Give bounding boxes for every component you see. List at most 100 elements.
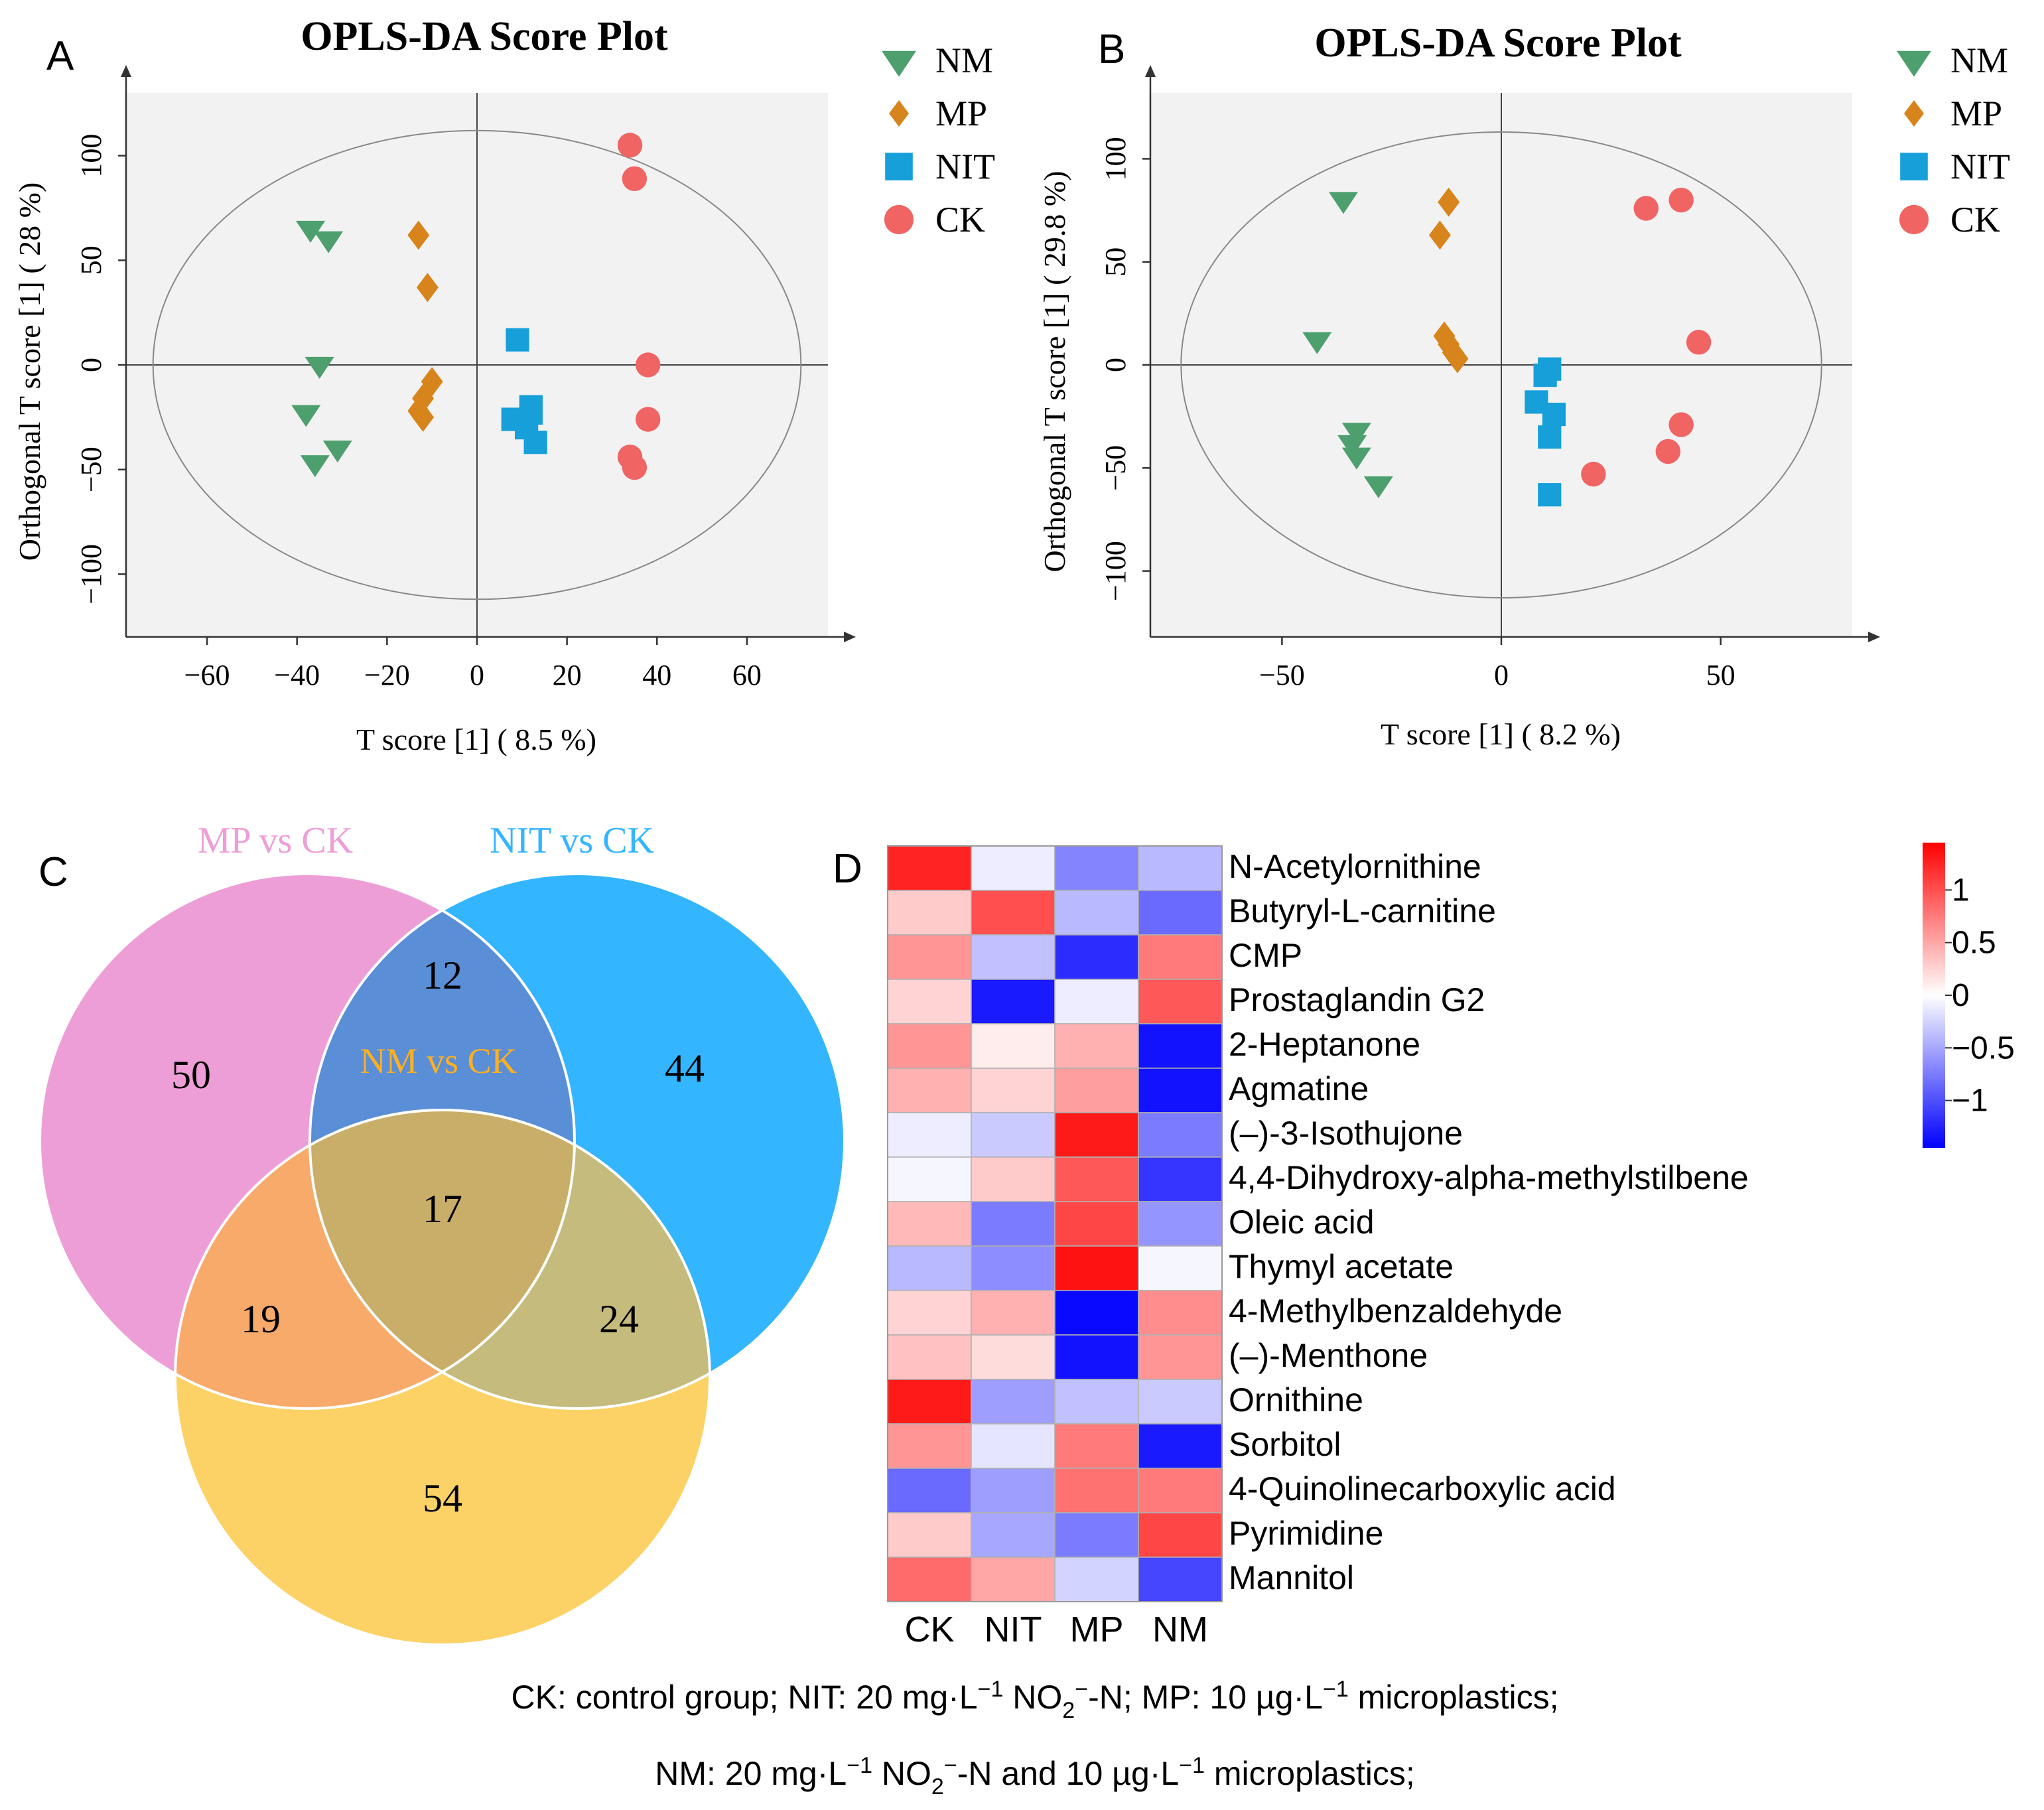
heatmap-cell — [1054, 1156, 1139, 1202]
colorbar-tick-label: −0.5 — [1952, 1030, 2015, 1066]
heatmap-cell — [971, 1290, 1056, 1336]
a-xtick-label: 40 — [642, 659, 671, 691]
a-legend-marker-nit — [885, 153, 913, 180]
b-point-nit — [1538, 483, 1562, 507]
b-point-mp — [1446, 344, 1469, 374]
b-ytick-label: 50 — [1099, 247, 1132, 277]
venn-set-label-nit: NIT vs CK — [490, 820, 654, 861]
a-ytick-label: −100 — [75, 544, 107, 604]
b-legend-marker-nm — [1897, 50, 1931, 77]
b-ytick-label: 0 — [1099, 358, 1132, 372]
b-point-nm — [1302, 332, 1332, 354]
heatmap-cell — [887, 1201, 972, 1247]
heatmap-cell — [1138, 845, 1223, 891]
heatmap-column-label: CK — [904, 1610, 954, 1649]
venn-count-nit-nm: 24 — [599, 1297, 639, 1341]
heatmap-cell — [1054, 1468, 1139, 1513]
heatmap-cell — [1138, 1201, 1223, 1247]
heatmap-cell — [971, 1068, 1056, 1113]
heatmap-cell — [1054, 1290, 1139, 1336]
b-y-axis-arrow — [1145, 65, 1156, 77]
heatmap-cell — [887, 1468, 972, 1513]
b-point-nm — [1341, 423, 1371, 445]
a-ytick-label: 100 — [75, 134, 107, 178]
heatmap-cell — [887, 1290, 972, 1336]
colorbar-tick-label: 0.5 — [1952, 926, 1996, 961]
b-xtick-label: 50 — [1706, 659, 1736, 691]
chart-a-confidence-ellipse — [152, 129, 802, 600]
venn-outline-nm — [174, 1109, 711, 1646]
b-point-nit — [1538, 425, 1562, 449]
b-xtick-label: 0 — [1494, 659, 1509, 691]
a-legend-label-nit: NIT — [935, 147, 995, 186]
chart-a-ticks: −60 −40 −20 0 20 40 60 −100 −50 0 50 100 — [75, 134, 762, 691]
heatmap-cell — [887, 1245, 972, 1291]
heatmap-cell — [1054, 1068, 1139, 1113]
a-point-ck — [622, 166, 647, 192]
a-point-ck — [622, 454, 647, 480]
b-ytick-label: 100 — [1099, 137, 1132, 180]
heatmap-cell — [887, 890, 972, 936]
heatmap-cell — [1138, 890, 1223, 936]
chart-a-axes — [121, 65, 856, 642]
a-xtick-label: −40 — [274, 659, 320, 691]
b-point-nm — [1363, 476, 1393, 499]
a-legend-marker-ck — [884, 204, 914, 235]
heatmap-cell — [887, 845, 972, 891]
a-legend-label-ck: CK — [935, 200, 985, 240]
a-legend-label-mp: MP — [935, 94, 987, 133]
heatmap-cell — [971, 845, 1056, 891]
b-point-nm — [1328, 192, 1358, 214]
venn-set-label-mp: MP vs CK — [198, 820, 353, 861]
chart-a-points — [291, 133, 661, 480]
venn-count-nm-only: 54 — [423, 1476, 462, 1520]
heatmap-row-label: CMP — [1229, 937, 1302, 974]
colorbar-tick-label: 0 — [1952, 978, 1970, 1013]
heatmap-cell — [971, 1023, 1056, 1069]
a-point-ck — [617, 133, 643, 158]
venn-count-mp-nm: 19 — [241, 1297, 281, 1341]
heatmap-cells — [887, 845, 1223, 1602]
heatmap-cell — [1138, 1423, 1223, 1469]
b-point-ck — [1633, 196, 1659, 221]
heatmap-row-label: Oleic acid — [1229, 1204, 1375, 1241]
b-point-ck — [1686, 330, 1712, 355]
a-x-axis-arrow — [844, 632, 856, 642]
heatmap-cell — [971, 1245, 1056, 1291]
heatmap-column-label: NIT — [985, 1610, 1042, 1649]
a-y-axis-arrow — [121, 65, 131, 77]
b-point-nm — [1337, 435, 1367, 457]
heatmap-cell — [887, 1112, 972, 1158]
heatmap-cell — [1054, 1512, 1139, 1558]
panel-d-heatmap: D N-Acetylornithine Butyryl-L-carnitine CM… — [833, 843, 2015, 1649]
heatmap-cell — [1054, 1423, 1139, 1469]
heatmap-cell — [887, 1557, 972, 1602]
heatmap-cell — [971, 934, 1056, 980]
b-point-ck — [1669, 412, 1694, 437]
colorbar-tick-label: −1 — [1952, 1083, 1988, 1119]
heatmap-cell — [887, 1512, 972, 1558]
a-point-nm — [291, 405, 321, 427]
heatmap-row-label: Butyryl-L-carnitine — [1229, 892, 1496, 930]
heatmap-cell — [1054, 1245, 1139, 1291]
heatmap-cell — [1054, 979, 1139, 1024]
venn-count-all: 17 — [423, 1187, 462, 1231]
heatmap-row-label: Pyrimidine — [1229, 1515, 1383, 1552]
a-point-nm — [300, 455, 330, 478]
a-point-mp — [407, 220, 430, 250]
heatmap-cell — [1138, 1023, 1223, 1069]
chart-b-axes — [1145, 65, 1880, 642]
venn-set-label-nm: NM vs CK — [360, 1041, 517, 1081]
chart-b-legend: NM MP NIT CK — [1897, 40, 2010, 240]
heatmap-row-label: (–)-Menthone — [1229, 1337, 1428, 1374]
heatmap-colorbar-ticks: 1 0.5 0 −0.5 −1 — [1945, 872, 2015, 1119]
venn-outline-mp — [38, 872, 576, 1410]
chart-b-ticks: −50 0 50 −100 −50 0 50 100 — [1099, 137, 1736, 691]
b-point-ck — [1581, 461, 1606, 487]
heatmap-cell — [971, 1112, 1056, 1158]
a-ytick-label: 0 — [75, 358, 107, 372]
heatmap-cell — [887, 1068, 972, 1113]
heatmap-cell — [887, 1334, 972, 1380]
a-legend-marker-mp — [889, 100, 909, 127]
